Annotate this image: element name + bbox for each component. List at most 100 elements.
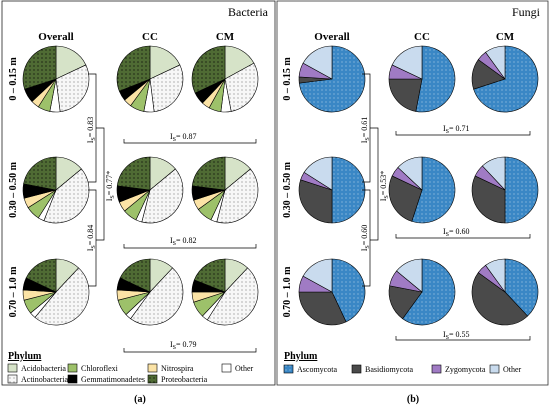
fungi-row-2: 0.30 – 0.50 m [282, 161, 293, 218]
bacteria-pies [22, 45, 259, 326]
bacteria-brackets [88, 73, 257, 353]
bacteria-pie-cc-0-70-1-0-m-slice-actinobacteria [130, 267, 184, 326]
fungi-legend-swatch-ascomycota [283, 364, 294, 374]
fungi-pie-overall-0-30-0-50-m-slice-basidiomycota [298, 179, 333, 224]
bacteria-pie-overall-0-0-15-m-slice-actinobacteria [55, 64, 90, 113]
bacteria-legend-label-gemmatimonadetes: Gemmatimonadetes [81, 375, 145, 384]
fungi-pie-cc-0-30-0-50-m-slice-basidiomycota [388, 175, 423, 222]
svg-text:IS= 0.60: IS= 0.60 [443, 227, 470, 238]
fungi-pie-cm-0-30-0-50-m-slice-basidiomycota [471, 175, 506, 224]
fungi-row-1: 0 – 0.15 m [282, 57, 293, 101]
bacteria-pie-cm-0-0-15-m [191, 45, 259, 113]
bacteria-pie-overall-0-70-1-0-m-slice-actinobacteria [34, 267, 90, 326]
bacteria-pie-overall-0-0-15-m-slice-proteobacteria [22, 45, 57, 90]
fungi-pie-overall-0-70-1-0-m-slice-ascomycota [331, 258, 366, 323]
bacteria-legend-swatch-acidobacteria [7, 363, 18, 373]
svg-text:IS= 0.83: IS= 0.83 [86, 117, 97, 144]
bacteria-index-vertical-a: IS= 0.83 [86, 117, 97, 144]
fungi-pie-cc-0-30-0-50-m-slice-other-f [397, 156, 423, 191]
fungi-pies [298, 45, 539, 326]
fungi-legend-label-zygomycota: Zygomycota [445, 365, 486, 374]
fungi-legend-swatch-zygomycota [431, 364, 442, 374]
fungi-pie-cm-0-70-1-0-m-slice-basidiomycota [471, 272, 529, 326]
bacteria-pie-cm-0-30-0-50-m-slice-proteobacteria [191, 156, 226, 191]
bacteria-pie-cm-0-30-0-50-m-slice-actinobacteria [216, 168, 259, 224]
fungi-legend-swatch-basidiomycota [351, 364, 362, 374]
fungi-index-vertical-c: IS= 0.53* [379, 171, 390, 202]
bacteria-legend-label-nitrospira: Nitrospira [161, 364, 194, 373]
bacteria-index-cc-cm-row2: IS= 0.82 [170, 236, 197, 247]
fungi-pie-overall-0-0-15-m-slice-other-f [302, 45, 333, 80]
bacteria-pie-overall-0-70-1-0-m-slice-proteobacteria [25, 258, 57, 293]
fungi-legend-swatch-other [489, 364, 500, 374]
bacteria-pie-overall-0-30-0-50-m-slice-actinobacteria [43, 168, 90, 224]
svg-text:IS= 0.84: IS= 0.84 [86, 225, 97, 252]
bacteria-index-cc-cm-row3: IS= 0.79 [170, 340, 197, 351]
fungi-brackets [362, 73, 531, 341]
fungi-pie-cc-0-30-0-50-m-slice-ascomycota [411, 156, 456, 224]
fungi-pie-cc-0-70-1-0-m [388, 258, 456, 326]
svg-text:IS= 0.87: IS= 0.87 [170, 132, 197, 143]
fungi-legend: Phylum Ascomycota Basidiomycota Zygomycota… [283, 351, 522, 374]
bacteria-row-3: 0.70 – 1.0 m [8, 266, 19, 318]
fungi-pie-cc-0-0-15-m-slice-other-f [391, 45, 423, 80]
fungi-index-vertical-a: IS= 0.61 [360, 117, 371, 144]
bacteria-pie-cc-0-70-1-0-m [116, 258, 184, 326]
fungi-pie-cm-0-70-1-0-m-slice-ascomycota [504, 258, 539, 317]
svg-text:IS= 0.77*: IS= 0.77* [105, 171, 116, 202]
bacteria-index-vertical-b: IS= 0.84 [86, 225, 97, 252]
fungi-pie-cm-0-30-0-50-m-slice-ascomycota [504, 156, 539, 224]
fungi-panel-title: Fungi [512, 5, 541, 19]
bacteria-pie-cc-0-30-0-50-m [116, 156, 184, 224]
fungi-pie-overall-0-0-15-m [298, 45, 366, 113]
bacteria-pie-cm-0-70-1-0-m [191, 258, 259, 326]
fungi-pie-overall-0-70-1-0-m-slice-basidiomycota [298, 291, 347, 326]
bacteria-row-2: 0.30 – 0.50 m [8, 161, 19, 218]
bacteria-pie-cm-0-70-1-0-m-slice-proteobacteria [193, 258, 226, 293]
fungi-row-3: 0.70 – 1.0 m [282, 266, 293, 318]
bacteria-pie-cc-0-0-15-m [116, 45, 184, 113]
svg-text:IS= 0.55: IS= 0.55 [443, 330, 470, 341]
bacteria-pie-cm-0-0-15-m-slice-proteobacteria [191, 45, 226, 94]
bacteria-legend-swatch-proteobacteria [147, 374, 158, 384]
bacteria-legend: Phylum Acidobacteria Chloroflexi Nitrospir… [7, 351, 254, 384]
bacteria-col-cc: CC [142, 31, 158, 43]
fungi-col-overall: Overall [314, 31, 349, 43]
fungi-legend-label-basidiomycota: Basidiomycota [365, 365, 413, 374]
fungi-pie-cc-0-70-1-0-m-slice-ascomycota [402, 258, 456, 326]
bacteria-legend-swatch-actinobacteria [7, 374, 18, 384]
svg-text:IS= 0.61: IS= 0.61 [360, 117, 371, 144]
fungi-pie-cm-0-0-15-m-slice-ascomycota [473, 45, 539, 113]
bacteria-legend-swatch-other [221, 363, 232, 373]
fungi-index-vertical-b: IS= 0.60 [360, 225, 371, 252]
bacteria-legend-label-acidobacteria: Acidobacteria [21, 364, 66, 373]
bacteria-index-cc-cm-row1: IS= 0.87 [170, 132, 197, 143]
bacteria-col-overall: Overall [38, 31, 73, 43]
fungi-pie-cm-0-0-15-m-slice-other-f [485, 45, 506, 80]
bacteria-pie-overall-0-30-0-50-m [22, 156, 90, 224]
bacteria-panel-title: Bacteria [228, 5, 269, 19]
bacteria-row-1: 0 – 0.15 m [8, 57, 19, 101]
bacteria-pie-cc-0-70-1-0-m-slice-proteobacteria [119, 258, 151, 293]
bacteria-pie-overall-0-30-0-50-m-slice-proteobacteria [23, 156, 57, 191]
bacteria-legend-swatch-gemmatimonadetes [67, 374, 78, 384]
bacteria-pie-cm-0-0-15-m-slice-actinobacteria [224, 62, 259, 112]
bacteria-index-vertical-c: IS= 0.77* [105, 171, 116, 202]
fungi-pie-overall-0-70-1-0-m [298, 258, 366, 326]
fungi-pie-cc-0-70-1-0-m-slice-other-f [396, 258, 423, 293]
bacteria-pie-cc-0-0-15-m-slice-proteobacteria [116, 45, 151, 92]
fungi-index-cc-cm-row3: IS= 0.55 [443, 330, 470, 341]
fungi-pie-cm-0-70-1-0-m-slice-other-f [485, 258, 506, 293]
fungi-col-cm: CM [496, 31, 515, 43]
bacteria-subcaption: (a) [134, 394, 146, 405]
fungi-pie-overall-0-30-0-50-m-slice-other-f [303, 156, 333, 191]
bacteria-legend-label-proteobacteria: Proteobacteria [161, 375, 208, 384]
fungi-pie-cc-0-0-15-m [388, 45, 456, 113]
fungi-pie-cm-0-30-0-50-m [471, 156, 539, 224]
bacteria-pie-cm-0-30-0-50-m [191, 156, 259, 224]
bacteria-pie-overall-0-0-15-m [22, 45, 90, 113]
svg-text:IS= 0.79: IS= 0.79 [170, 340, 197, 351]
fungi-index-cc-cm-row1: IS= 0.71 [443, 124, 470, 135]
bacteria-pie-cc-0-0-15-m-slice-actinobacteria [149, 64, 184, 113]
